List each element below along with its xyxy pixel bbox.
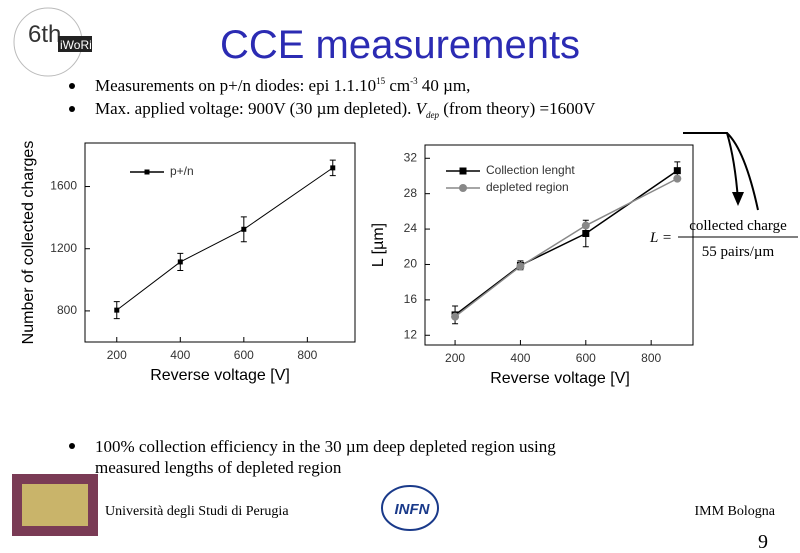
x-tick-label: 800 [641,351,661,365]
legend-label: depleted region [486,180,569,194]
marker [177,259,183,265]
x-tick-label: 400 [170,348,190,362]
logo-text: 6th [28,21,61,48]
x-tick-label: 600 [234,348,254,362]
footer-left: Università degli Studi di Perugia [105,504,289,519]
marker [673,174,682,183]
legend-marker [459,167,467,175]
bullet: Max. applied voltage: 900V (30 µm deplet… [95,99,596,120]
arrow [683,132,759,211]
marker [451,312,460,321]
text: V [416,99,429,118]
y-tick-label: 1200 [50,241,77,255]
y-tick-label: 12 [404,327,418,341]
bullet: 100% collection efficiency in the 30 µm … [95,437,556,456]
y-tick-label: 800 [57,303,77,317]
marker [516,262,525,271]
bullet: Measurements on p+/n diodes: epi 1.1.101… [95,76,470,95]
bullet-dot [69,106,75,112]
sub: dep [426,110,439,120]
page-number: 9 [758,531,768,553]
legend-marker [459,184,467,192]
arrow-head [732,192,744,206]
y-tick-label: 24 [404,221,418,235]
marker [241,226,247,232]
text: cm [385,76,410,95]
university-logo [22,484,88,526]
y-axis-label: L [µm] [370,223,387,267]
y-axis-label: Number of collected charges [20,141,37,345]
plot-frame [84,142,356,343]
footer-right: IMM Bologna [695,504,776,519]
formula-numerator: collected charge [689,218,787,234]
text: (from theory) =1600V [439,99,596,118]
x-axis-label: Reverse voltage [V] [490,370,630,387]
bullets: Measurements on p+/n diodes: epi 1.1.101… [69,76,596,477]
formula-lhs: L = [649,230,672,246]
legend-marker [144,169,150,175]
sup: -3 [410,76,418,86]
legend-label: p+/n [170,164,194,178]
bullet-dot [69,83,75,89]
marker [330,165,336,171]
footer-center: INFN [395,501,431,518]
series-line [454,177,678,318]
x-tick-label: 200 [445,351,465,365]
legend-label: Collection lenght [486,163,575,177]
infn-logo [381,485,439,531]
x-tick-label: 800 [297,348,317,362]
marker [114,307,120,313]
marker [581,221,590,230]
plot-frame [424,144,694,346]
y-tick-label: 16 [404,292,418,306]
y-tick-label: 32 [404,150,418,164]
slide-title: CCE measurements [220,23,580,67]
marker [673,167,681,175]
bullet: measured lengths of depleted region [95,458,342,477]
x-axis-label: Reverse voltage [V] [150,367,290,384]
formula-denominator: 55 pairs/µm [702,244,775,260]
formula: L = collected charge 55 pairs/µm [649,218,798,260]
series-line [116,167,334,311]
text: Max. applied voltage: 900V (30 µm deplet… [95,99,416,118]
y-tick-label: 28 [404,186,418,200]
bullet-dot [69,443,75,449]
marker [582,229,590,237]
x-tick-label: 200 [107,348,127,362]
sup: 15 [376,76,386,86]
text: Measurements on p+/n diodes: epi 1.1.10 [95,76,376,95]
x-tick-label: 600 [576,351,596,365]
logo-text: iWoRiD [60,38,101,52]
logo-box [58,36,92,52]
text: 40 µm, [418,76,471,95]
y-tick-label: 1600 [50,179,77,193]
y-tick-label: 20 [404,257,418,271]
x-tick-label: 400 [510,351,530,365]
